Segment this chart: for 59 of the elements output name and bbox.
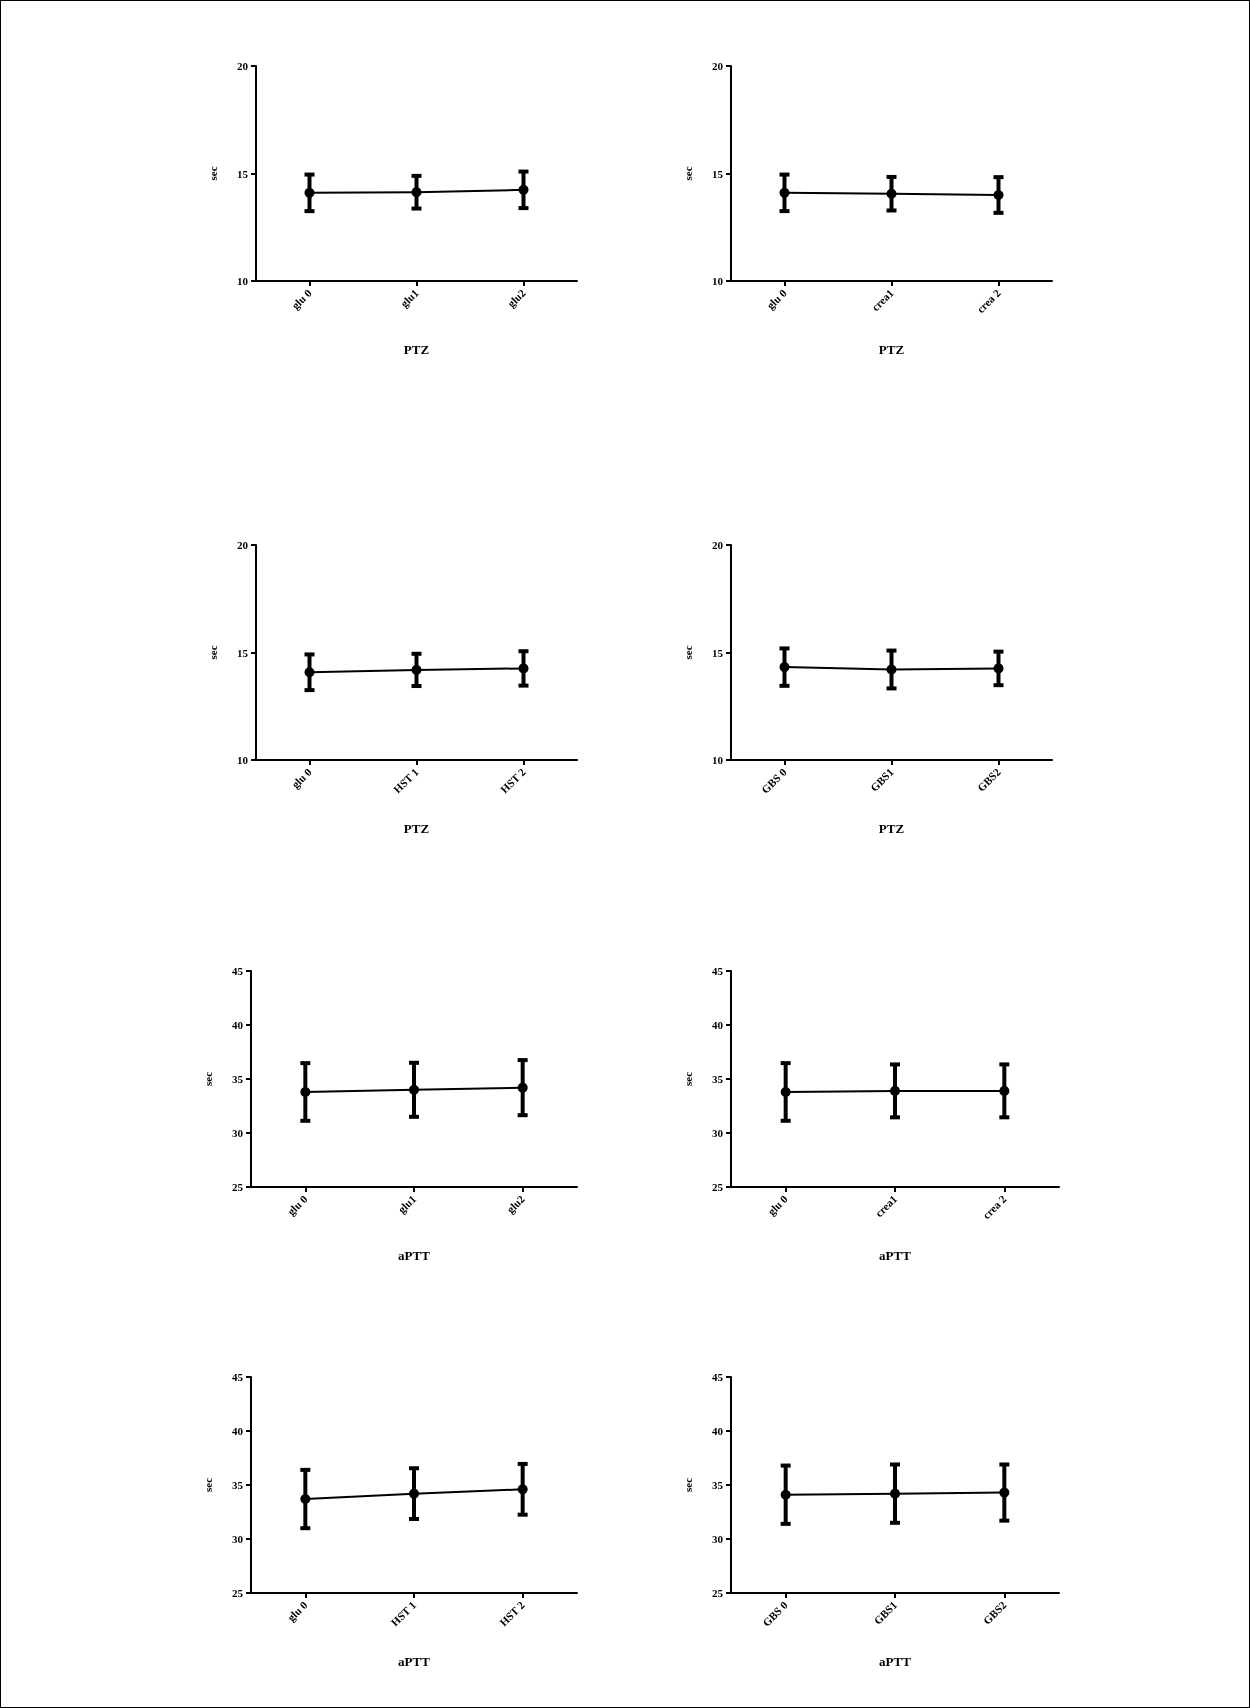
y-axis-title: sec xyxy=(681,1071,694,1087)
x-axis-title: PTZ xyxy=(403,342,430,357)
y-tick-label: 45 xyxy=(712,965,724,977)
y-tick-label: 30 xyxy=(232,1533,244,1545)
y-tick-label: 40 xyxy=(232,1019,244,1031)
y-tick-label: 40 xyxy=(712,1425,724,1437)
x-axis-title: aPTT xyxy=(398,1654,431,1669)
point xyxy=(409,1488,419,1499)
y-tick-label: 45 xyxy=(712,1371,724,1383)
y-tick-label: 35 xyxy=(232,1479,244,1491)
y-tick-label: 25 xyxy=(712,1181,724,1193)
y-tick-label: 15 xyxy=(712,646,724,659)
y-tick-label: 40 xyxy=(712,1019,724,1031)
y-tick-label: 15 xyxy=(237,167,249,180)
y-axis-title: sec xyxy=(681,1477,694,1493)
x-tick-label: glu 0 xyxy=(765,1192,791,1218)
y-tick-label: 25 xyxy=(232,1181,244,1193)
y-tick-label: 20 xyxy=(712,60,724,72)
x-tick-label: glu 0 xyxy=(764,286,790,312)
x-axis-title: PTZ xyxy=(878,821,905,836)
x-axis-title: PTZ xyxy=(878,342,905,357)
x-tick-label: crea 2 xyxy=(974,286,1004,316)
x-axis-title: aPTT xyxy=(879,1248,912,1263)
y-axis-title: sec xyxy=(681,166,694,181)
y-tick-label: 25 xyxy=(232,1587,244,1599)
y-tick-label: 10 xyxy=(712,754,724,766)
y-tick-label: 35 xyxy=(712,1073,724,1085)
y-tick-label: 20 xyxy=(712,539,724,551)
x-tick-label: glu 0 xyxy=(284,1192,310,1218)
y-tick-label: 30 xyxy=(232,1127,244,1139)
y-axis-title: sec xyxy=(201,1071,214,1087)
y-tick-label: 10 xyxy=(237,275,249,287)
y-axis-title: sec xyxy=(681,645,694,660)
y-tick-label: 20 xyxy=(237,60,249,72)
y-tick-label: 20 xyxy=(237,539,249,551)
y-tick-label: 10 xyxy=(237,754,249,766)
y-tick-label: 45 xyxy=(232,1371,244,1383)
y-tick-label: 35 xyxy=(712,1479,724,1491)
y-axis-title: sec xyxy=(206,166,219,181)
y-tick-label: 15 xyxy=(712,167,724,180)
x-tick-label: crea 2 xyxy=(980,1192,1009,1222)
y-tick-label: 40 xyxy=(232,1425,244,1437)
x-axis-title: aPTT xyxy=(879,1654,912,1669)
y-tick-label: 10 xyxy=(712,275,724,287)
y-tick-label: 25 xyxy=(712,1587,724,1599)
x-tick-label: glu 0 xyxy=(289,286,315,312)
x-axis-title: PTZ xyxy=(403,821,430,836)
point xyxy=(300,1494,311,1505)
y-tick-label: 35 xyxy=(232,1073,244,1085)
x-tick-label: glu 0 xyxy=(289,765,315,791)
y-tick-label: 30 xyxy=(712,1533,724,1545)
y-tick-label: 30 xyxy=(712,1127,724,1139)
x-tick-label: glu 0 xyxy=(284,1598,310,1624)
y-tick-label: 15 xyxy=(237,646,249,659)
point xyxy=(517,1484,528,1495)
y-tick-label: 45 xyxy=(232,965,244,977)
y-axis-title: sec xyxy=(206,645,219,660)
y-axis-title: sec xyxy=(201,1477,214,1493)
x-axis-title: aPTT xyxy=(398,1248,431,1263)
